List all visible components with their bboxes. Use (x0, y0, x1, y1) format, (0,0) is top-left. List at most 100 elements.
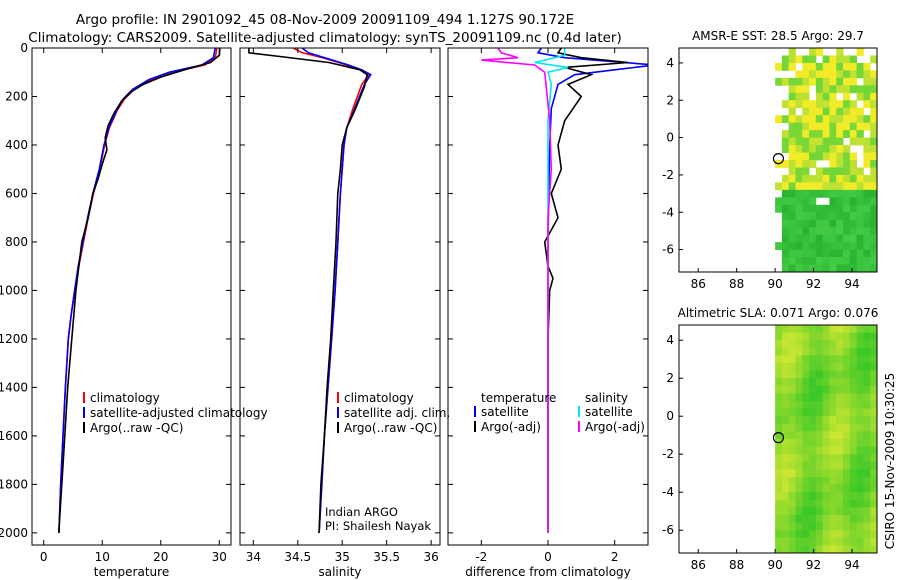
sla_map-cell (781, 393, 790, 402)
sst_map-cell (870, 70, 878, 79)
sst_map-cell (843, 152, 851, 161)
sst_map-cell (815, 227, 824, 236)
sla_map-cell (863, 332, 871, 341)
sst_map-cell (863, 242, 871, 250)
sst_map-cell (809, 242, 817, 250)
sst_map-cell (781, 55, 790, 64)
sst_map-ytick-label: -6 (662, 243, 674, 257)
sst_map-cell (863, 182, 871, 191)
sla_map-cell (836, 340, 844, 349)
sst_map-cell (836, 48, 844, 56)
sst_map-cell (775, 197, 783, 206)
sst_map-cell (781, 130, 790, 138)
sst_map-cell (849, 189, 858, 198)
sla_map-cell (788, 332, 796, 341)
sst_map-cell (836, 145, 844, 153)
sla_map-cell (822, 537, 830, 546)
sst_map-cell (815, 249, 824, 258)
sst_map-cell (822, 249, 830, 258)
sla_map-cell (802, 477, 810, 485)
sst_map-cell (815, 182, 824, 191)
sst_map-cell (795, 160, 803, 168)
salinity-xtick-label: 36 (423, 550, 438, 564)
sla_map-cell (843, 423, 851, 432)
sla_map-ytick-label: -6 (662, 523, 674, 537)
temperature-series-0 (58, 48, 218, 533)
sst_map-cell (863, 70, 871, 79)
sla_map-cell (870, 431, 878, 440)
sst_map-cell (802, 234, 810, 243)
sst_map-ytick-label: 4 (666, 56, 674, 70)
sst-map-panel: 86 88 90 92 94 4 2 0 -2 -4 -6 AMSR-E SST: 28.5 Argo… (662, 29, 878, 291)
sla_map-cell (870, 347, 878, 356)
sst_map-cell (781, 212, 790, 221)
sla_map-cell (781, 408, 790, 417)
sla_map-cell (795, 446, 803, 455)
sla_map-cell (829, 522, 837, 531)
sla_map-cell (815, 401, 824, 409)
sla_map-cell (788, 446, 796, 455)
sla-map-panel: 86 88 90 92 94 4 2 0 -2 -4 -6 Altimetric SLA: 0.071… (662, 306, 878, 572)
sla_map-cell (863, 340, 871, 349)
sla_map-cell (863, 416, 871, 425)
sla_map-cell (802, 515, 810, 523)
sla_map-cell (836, 385, 844, 394)
sla_map-cell (822, 385, 830, 394)
sst_map-cell (809, 152, 817, 161)
sla_map-cell (775, 545, 783, 554)
sla_map-cell (781, 492, 790, 501)
sst_map-cell (795, 85, 803, 94)
sst_map-cell (849, 167, 858, 176)
sla_map-cell (849, 454, 858, 463)
sla_map-cell (802, 393, 810, 402)
sst_map-cell (836, 219, 844, 228)
sla_map-cell (829, 332, 837, 341)
sla_map-cell (843, 469, 851, 478)
sla_map-cell (775, 522, 783, 531)
sst_map-cell (843, 70, 851, 79)
sla_map-cell (795, 515, 803, 523)
sla_map-cell (781, 469, 790, 478)
sst_map-cell (863, 257, 871, 265)
sst_map-cell (856, 264, 864, 273)
sst_map-cell (843, 62, 851, 71)
sla_map-cell (788, 530, 796, 539)
sst_map-cell (788, 85, 796, 94)
sst_map-cell (802, 197, 810, 206)
sla_map-cell (775, 469, 783, 478)
sla_map-cell (781, 325, 790, 333)
sla_map-cell (829, 378, 837, 387)
sla_map-cell (822, 492, 830, 501)
sla_map-cell (815, 515, 824, 523)
sst_map-cell (856, 167, 864, 176)
sla_map-cell (795, 416, 803, 425)
sst_map-cell (822, 55, 830, 64)
sla_map-cell (822, 408, 830, 417)
sla_map-cell (822, 469, 830, 478)
sst_map-cell (843, 219, 851, 228)
sla_map-cell (815, 363, 824, 371)
sst_map-cell (863, 62, 871, 71)
sla_map-ytick-label: 2 (666, 371, 674, 385)
sla_map-cell (843, 499, 851, 508)
temperature-legend-label: Argo(..raw -QC) (90, 421, 183, 435)
sla_map-cell (829, 507, 837, 516)
sla_map-cell (822, 378, 830, 387)
sla_map-cell (863, 530, 871, 539)
sst_map-cell (809, 77, 817, 86)
sla_map-cell (849, 416, 858, 425)
sla_map-cell (870, 507, 878, 516)
sst_map-cell (815, 100, 824, 109)
sla_map-cell (795, 347, 803, 356)
sst_map-cell (775, 62, 783, 71)
sla_map-cell (788, 416, 796, 425)
sst_map-cell (815, 107, 824, 116)
temperature-ytick-label: 1200 (0, 332, 28, 346)
sst_map-cell (775, 204, 783, 213)
sla_map-cell (870, 492, 878, 501)
difference-legend-label: Argo(-adj) (481, 420, 541, 434)
sla_map-cell (815, 347, 824, 356)
sst_map-xtick-label: 86 (691, 277, 706, 291)
sla_map-frame (678, 324, 878, 554)
sla_map-cell (829, 347, 837, 356)
